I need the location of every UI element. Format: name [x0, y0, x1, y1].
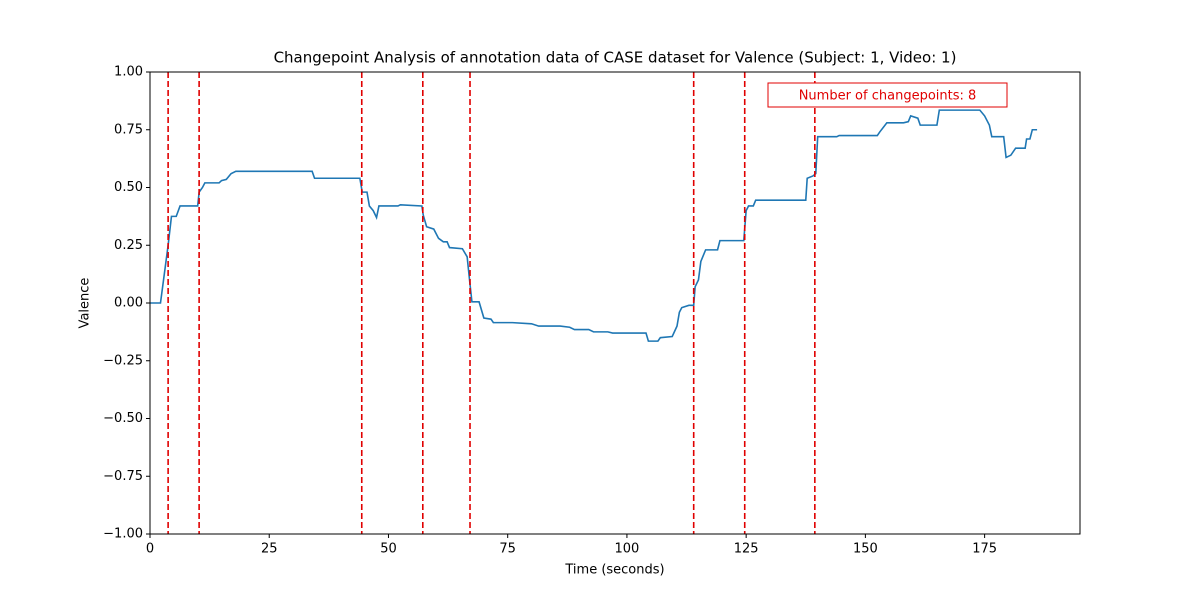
annotation: Number of changepoints: 8: [799, 89, 977, 104]
y-tick-label: 0.75: [114, 122, 143, 137]
y-axis-label: Valence: [78, 278, 93, 329]
y-tick-label: −0.75: [103, 469, 143, 484]
x-axis-label: Time (seconds): [564, 563, 664, 578]
y-tick-label: 0.50: [114, 180, 143, 195]
x-tick-label: 75: [499, 542, 516, 557]
y-tick-label: −0.25: [103, 353, 143, 368]
x-tick-label: 100: [615, 542, 640, 557]
x-tick-label: 50: [380, 542, 397, 557]
x-tick-label: 0: [146, 542, 154, 557]
chart-title: Changepoint Analysis of annotation data …: [274, 49, 957, 67]
data-line: [150, 109, 1038, 342]
x-tick-label: 25: [261, 542, 278, 557]
y-tick-label: 0.25: [114, 238, 143, 253]
plot-frame: [149, 71, 1081, 535]
y-tick-label: 0.00: [114, 296, 143, 311]
x-tick-label: 150: [853, 542, 878, 557]
x-tick-label: 175: [972, 542, 997, 557]
x-tick-label: 125: [734, 542, 759, 557]
y-tick-label: 1.00: [114, 65, 143, 80]
y-tick-label: −1.00: [103, 527, 143, 542]
annotation-box: [767, 82, 1008, 108]
y-tick-label: −0.50: [103, 411, 143, 426]
